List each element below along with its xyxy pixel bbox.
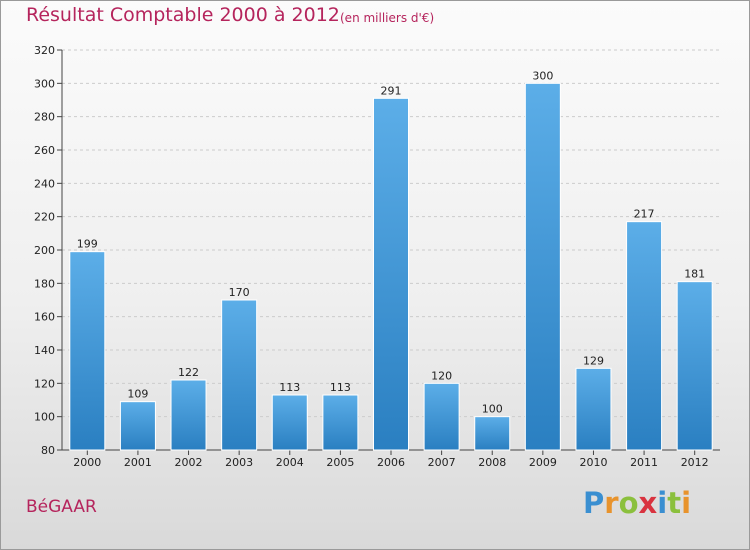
bar-2010: [575, 367, 612, 451]
x-tick-label: 2002: [175, 456, 203, 469]
data-label-2003: 170: [229, 286, 250, 299]
x-tick-label: 2012: [681, 456, 709, 469]
bar-2003: [221, 299, 258, 451]
y-tick-label: 220: [34, 211, 55, 224]
x-tick-label: 2010: [579, 456, 607, 469]
bar-2002: [170, 379, 207, 451]
data-labels: 199 109 122 170 113 113 291 120 100 300 129 217 181: [77, 69, 705, 415]
data-label-2001: 109: [127, 388, 148, 401]
bars: [69, 82, 713, 451]
data-label-2008: 100: [482, 403, 503, 416]
data-label-2004: 113: [279, 381, 300, 394]
bar-2007: [423, 382, 460, 451]
bar-2012: [676, 281, 713, 451]
data-label-2002: 122: [178, 366, 199, 379]
x-tick-label: 2009: [529, 456, 557, 469]
data-label-2000: 199: [77, 238, 98, 251]
bar-2009: [524, 82, 561, 451]
chart-title: Résultat Comptable 2000 à 2012: [26, 4, 340, 26]
y-tick-label: 280: [34, 111, 55, 124]
x-tick-label: 2007: [428, 456, 456, 469]
data-label-2005: 113: [330, 381, 351, 394]
x-tick-label: 2003: [225, 456, 253, 469]
y-tick-label: 200: [34, 244, 55, 257]
tick-labels: 80 100 120 140 160 180 200 220 240 260 280 300 320 20…: [34, 44, 709, 469]
y-tick-label: 260: [34, 144, 55, 157]
data-label-2012: 181: [684, 268, 705, 281]
x-tick-label: 2005: [326, 456, 354, 469]
y-tick-label: 140: [34, 344, 55, 357]
data-label-2010: 129: [583, 354, 604, 367]
chart-subtitle: (en milliers d'€): [340, 11, 435, 25]
bar-2000: [69, 251, 106, 451]
bar-2006: [373, 97, 409, 451]
data-label-2007: 120: [431, 369, 452, 382]
x-tick-label: 2000: [73, 456, 101, 469]
proxiti-logo: Proxiti: [583, 486, 692, 520]
x-tick-label: 2001: [124, 456, 152, 469]
y-tick-label: 160: [34, 311, 55, 324]
bar-2004: [271, 394, 308, 451]
data-label-2011: 217: [634, 208, 655, 221]
data-label-2006: 291: [381, 84, 402, 97]
bar-2008: [474, 416, 511, 451]
y-tick-label: 180: [34, 277, 55, 290]
bar-2005: [322, 394, 359, 451]
y-tick-label: 320: [34, 44, 55, 57]
y-tick-label: 120: [34, 377, 55, 390]
x-tick-label: 2006: [377, 456, 405, 469]
y-tick-label: 100: [34, 411, 55, 424]
bar-2011: [626, 221, 663, 451]
y-tick-label: 80: [41, 444, 55, 457]
data-label-2009: 300: [532, 69, 553, 82]
y-tick-label: 240: [34, 177, 55, 190]
x-tick-label: 2008: [478, 456, 506, 469]
bar-2001: [119, 401, 156, 451]
commune-name: BéGAAR: [26, 497, 97, 517]
y-tick-label: 300: [34, 77, 55, 90]
x-tick-label: 2004: [276, 456, 304, 469]
x-tick-label: 2011: [630, 456, 658, 469]
